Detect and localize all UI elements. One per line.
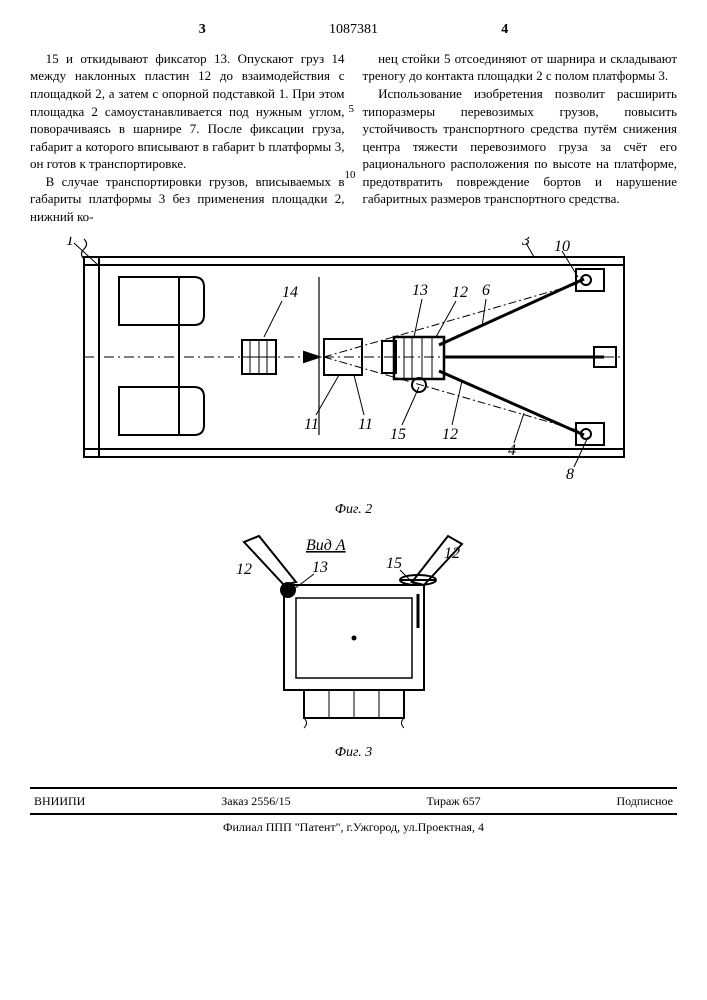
figure-3: Вид А 12 12 13 15 Фиг. 3 <box>30 530 677 763</box>
ref-label: 11 <box>304 416 319 433</box>
view-title: Вид А <box>306 537 346 554</box>
page-number-left: 3 <box>199 21 206 40</box>
column-right: 5 10 нец стойки 5 отсоединяют от шарнира… <box>363 50 678 225</box>
footer-org: ВНИИПИ <box>34 793 85 809</box>
ref-label: 13 <box>312 559 328 576</box>
ref-label: 13 <box>412 282 428 299</box>
figure-3-caption: Фиг. 3 <box>30 744 677 763</box>
footer-line-1: ВНИИПИ Заказ 2556/15 Тираж 657 Подписное <box>30 793 677 809</box>
line-number: 10 <box>345 168 356 183</box>
line-number: 5 <box>349 102 355 117</box>
ref-label: 1 <box>66 237 74 249</box>
ref-label: 14 <box>282 284 298 301</box>
footer-branch: Филиал ППП "Патент", г.Ужгород, ул.Проек… <box>30 819 677 835</box>
fig2-svg: 1 3 14 13 12 6 10 11 11 15 12 4 8 <box>64 237 644 497</box>
footer-tirage: Тираж 657 <box>427 793 481 809</box>
paragraph: нец стойки 5 отсоединяют от шарнира и ск… <box>363 50 678 85</box>
fig3-svg: Вид А 12 12 13 15 <box>204 530 504 740</box>
footer-sub: Подписное <box>616 793 673 809</box>
ref-label: 4 <box>508 442 516 459</box>
ref-label: 12 <box>444 545 460 562</box>
figure-2: 1 3 14 13 12 6 10 11 11 15 12 4 8 Фиг. 2 <box>30 237 677 520</box>
ref-label: 15 <box>386 555 402 572</box>
ref-label: 10 <box>554 238 570 255</box>
paragraph: В случае транспортировки грузов, вписыва… <box>30 173 345 226</box>
paragraph: 15 и откидывают фиксатор 13. Опускают гр… <box>30 50 345 173</box>
column-left: 15 и откидывают фиксатор 13. Опускают гр… <box>30 50 345 225</box>
ref-label: 12 <box>452 284 468 301</box>
ref-label: 11 <box>358 416 373 433</box>
ref-label: 6 <box>482 282 490 299</box>
divider <box>30 787 677 789</box>
ref-label: 12 <box>236 561 252 578</box>
ref-label: 3 <box>521 237 530 249</box>
footer: ВНИИПИ Заказ 2556/15 Тираж 657 Подписное… <box>30 787 677 835</box>
ref-label: 8 <box>566 466 574 483</box>
ref-label: 12 <box>442 426 458 443</box>
figure-2-caption: Фиг. 2 <box>30 501 677 520</box>
paragraph: Использование изобретения позволит расши… <box>363 85 678 208</box>
page-number-right: 4 <box>501 21 508 40</box>
ref-label: 15 <box>390 426 406 443</box>
divider <box>30 813 677 815</box>
footer-order: Заказ 2556/15 <box>221 793 290 809</box>
text-columns: 15 и откидывают фиксатор 13. Опускают гр… <box>30 50 677 225</box>
document-number: 1087381 <box>329 21 378 40</box>
page-header: 3 1087381 4 <box>30 20 677 40</box>
